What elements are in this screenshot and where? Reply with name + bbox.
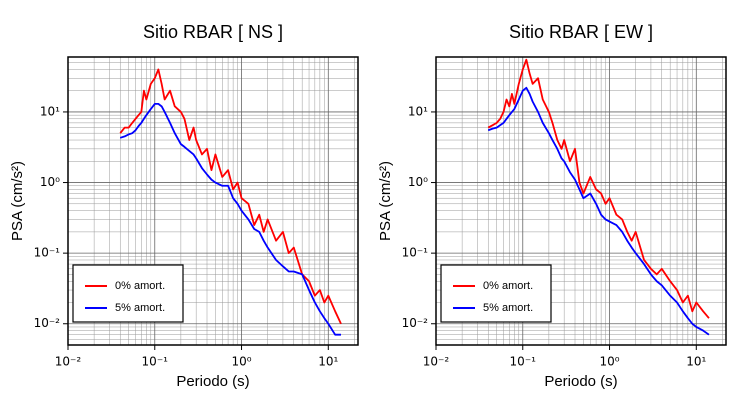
legend-box xyxy=(440,264,552,323)
x-tick-label: 10⁻¹ xyxy=(510,355,537,369)
x-tick-label: 10¹ xyxy=(318,355,338,369)
plot-frame xyxy=(435,56,727,346)
legend-label: 0% amort. xyxy=(115,280,165,292)
x-tick-label: 10⁻² xyxy=(55,355,82,369)
legend: 0% amort. 5% amort. xyxy=(440,264,552,323)
y-tick-label: 10⁻¹ xyxy=(34,246,61,260)
legend-label: 5% amort. xyxy=(115,302,165,314)
legend: 0% amort. 5% amort. xyxy=(72,264,184,323)
subplot: Sitio RBAR [ NS ] 10⁻² 10⁻¹ 10⁰ 10¹ 10⁻² 10⁻¹ 1… xyxy=(9,22,359,390)
series-line xyxy=(119,102,341,336)
y-tick-label: 10⁻² xyxy=(402,316,429,330)
y-tick-label: 10⁻² xyxy=(34,316,61,330)
y-axis-label: PSA (cm/s²) xyxy=(377,161,394,241)
x-tick-label: 10⁰ xyxy=(599,355,619,369)
x-tick-label: 10⁻¹ xyxy=(142,355,169,369)
y-tick-label: 10¹ xyxy=(408,104,428,118)
x-axis-label: Periodo (s) xyxy=(176,373,249,390)
y-tick-label: 10⁻¹ xyxy=(402,246,429,260)
y-tick-label: 10⁰ xyxy=(40,175,60,189)
series-line xyxy=(487,86,710,336)
series-line xyxy=(119,68,342,325)
legend-box xyxy=(72,264,184,323)
plot-frame xyxy=(67,56,359,346)
x-tick-label: 10⁻² xyxy=(423,355,450,369)
subplot: Sitio RBAR [ EW ] 10⁻² 10⁻¹ 10⁰ 10¹ 10⁻² 10⁻¹ 1… xyxy=(377,22,727,390)
y-tick-label: 10⁰ xyxy=(408,175,428,189)
x-tick-label: 10⁰ xyxy=(231,355,251,369)
series-line xyxy=(487,58,710,319)
y-axis-label: PSA (cm/s²) xyxy=(9,161,26,241)
chart-title: Sitio RBAR [ NS ] xyxy=(143,22,283,42)
chart-title: Sitio RBAR [ EW ] xyxy=(509,22,653,42)
legend-label: 0% amort. xyxy=(483,280,533,292)
x-axis-label: Periodo (s) xyxy=(544,373,617,390)
x-tick-label: 10¹ xyxy=(686,355,706,369)
legend-label: 5% amort. xyxy=(483,302,533,314)
y-tick-label: 10¹ xyxy=(40,104,60,118)
